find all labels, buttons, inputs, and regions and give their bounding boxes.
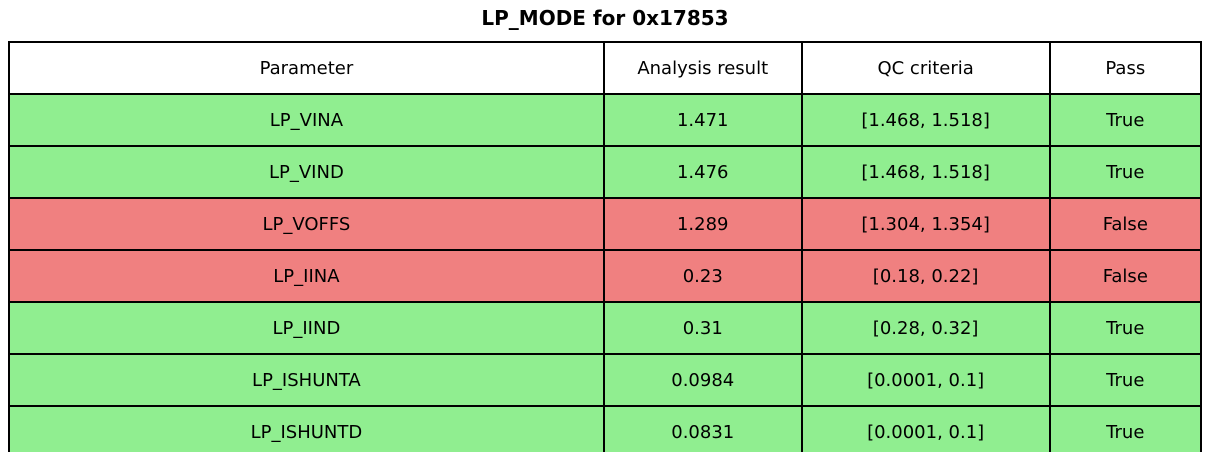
result-cell: 1.471 xyxy=(602,93,803,147)
parameter-cell: LP_IINA xyxy=(8,249,605,303)
criteria-cell: [1.468, 1.518] xyxy=(800,93,1051,147)
criteria-cell: [1.304, 1.354] xyxy=(800,197,1051,251)
criteria-cell: [0.28, 0.32] xyxy=(800,301,1051,355)
qc-results-table: Parameter Analysis result QC criteria Pa… xyxy=(8,41,1203,452)
result-cell: 1.476 xyxy=(602,145,803,199)
parameter-cell: LP_IIND xyxy=(8,301,605,355)
criteria-cell: [1.468, 1.518] xyxy=(800,145,1051,199)
table-row: LP_ISHUNTA 0.0984 [0.0001, 0.1] True xyxy=(8,353,1203,407)
header-row: Parameter Analysis result QC criteria Pa… xyxy=(8,41,1203,95)
column-header-analysis-result: Analysis result xyxy=(602,41,803,95)
result-cell: 0.0831 xyxy=(602,405,803,452)
pass-cell: True xyxy=(1048,145,1203,199)
table-row: LP_IIND 0.31 [0.28, 0.32] True xyxy=(8,301,1203,355)
parameter-cell: LP_VOFFS xyxy=(8,197,605,251)
figure-title: LP_MODE for 0x17853 xyxy=(481,6,729,30)
pass-cell: False xyxy=(1048,249,1203,303)
pass-cell: True xyxy=(1048,405,1203,452)
pass-cell: False xyxy=(1048,197,1203,251)
column-header-parameter: Parameter xyxy=(8,41,605,95)
parameter-cell: LP_ISHUNTD xyxy=(8,405,605,452)
table-row: LP_IINA 0.23 [0.18, 0.22] False xyxy=(8,249,1203,303)
column-header-qc-criteria: QC criteria xyxy=(800,41,1051,95)
pass-cell: True xyxy=(1048,353,1203,407)
column-header-pass: Pass xyxy=(1048,41,1203,95)
table-row: LP_VINA 1.471 [1.468, 1.518] True xyxy=(8,93,1203,147)
result-cell: 0.31 xyxy=(602,301,803,355)
criteria-cell: [0.18, 0.22] xyxy=(800,249,1051,303)
pass-cell: True xyxy=(1048,93,1203,147)
table-row: LP_VOFFS 1.289 [1.304, 1.354] False xyxy=(8,197,1203,251)
pass-cell: True xyxy=(1048,301,1203,355)
result-cell: 1.289 xyxy=(602,197,803,251)
parameter-cell: LP_VINA xyxy=(8,93,605,147)
table-row: LP_ISHUNTD 0.0831 [0.0001, 0.1] True xyxy=(8,405,1203,452)
table-row: LP_VIND 1.476 [1.468, 1.518] True xyxy=(8,145,1203,199)
result-cell: 0.23 xyxy=(602,249,803,303)
result-cell: 0.0984 xyxy=(602,353,803,407)
parameter-cell: LP_VIND xyxy=(8,145,605,199)
parameter-cell: LP_ISHUNTA xyxy=(8,353,605,407)
criteria-cell: [0.0001, 0.1] xyxy=(800,353,1051,407)
criteria-cell: [0.0001, 0.1] xyxy=(800,405,1051,452)
